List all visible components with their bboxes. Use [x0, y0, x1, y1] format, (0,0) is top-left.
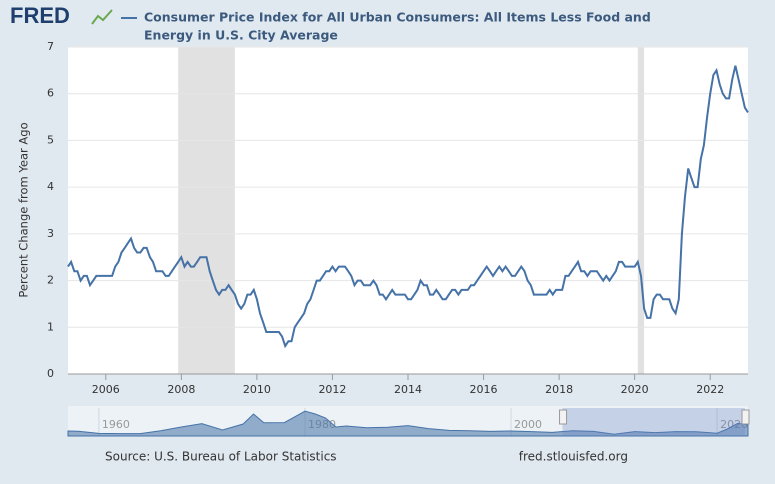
x-tick-label: 2018 [545, 383, 573, 396]
legend-title: Energy in U.S. City Average [144, 28, 338, 43]
x-tick-label: 2016 [470, 383, 498, 396]
x-tick-label: 2012 [318, 383, 346, 396]
data-line [67, 65, 749, 349]
y-tick-label: 2 [47, 274, 54, 287]
logo: FRED [10, 3, 70, 28]
navigator-handle[interactable] [559, 409, 568, 425]
y-tick-label: 0 [47, 367, 54, 380]
x-tick-label: 2014 [394, 383, 422, 396]
x-tick-label: 2010 [243, 383, 271, 396]
navigator-area [67, 410, 749, 437]
y-tick-label: 7 [47, 40, 54, 53]
navigator-tick-label: 1960 [102, 418, 130, 431]
navigator-selection [562, 408, 745, 436]
y-axis-label: Percent Change from Year Ago [17, 122, 31, 297]
logo-icon [91, 9, 113, 25]
x-tick-label: 2008 [167, 383, 195, 396]
navigator-tick-label: 2000 [514, 418, 542, 431]
y-tick-label: 6 [47, 87, 54, 100]
site: fred.stlouisfed.org [519, 450, 628, 464]
recession [178, 47, 235, 374]
navigator-handle[interactable] [741, 409, 750, 425]
legend-title: Consumer Price Index for All Urban Consu… [144, 10, 651, 25]
plot-area [68, 47, 748, 374]
x-tick-label: 2006 [92, 383, 120, 396]
x-tick-label: 2020 [621, 383, 649, 396]
y-tick-label: 5 [47, 133, 54, 146]
source: Source: U.S. Bureau of Labor Statistics [105, 450, 337, 464]
y-tick-label: 3 [47, 227, 54, 240]
y-tick-label: 4 [47, 180, 54, 193]
recession [637, 47, 645, 374]
y-tick-label: 1 [47, 320, 54, 333]
x-tick-label: 2022 [696, 383, 724, 396]
